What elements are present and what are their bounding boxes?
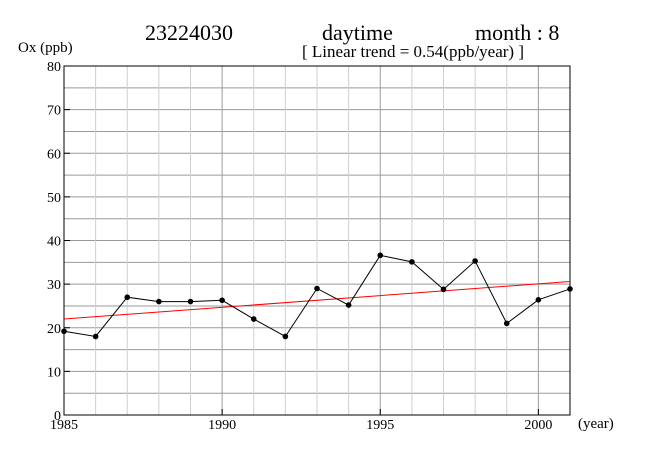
y-axis-ticks: 0 10 20 30 40 50 60 70 80 <box>47 60 70 424</box>
data-point <box>535 297 542 303</box>
data-point <box>250 316 257 322</box>
data-point <box>282 333 289 340</box>
y-tick-label: 50 <box>47 191 61 206</box>
month-label: month : 8 <box>475 20 560 45</box>
y-tick-label: 70 <box>47 104 61 119</box>
y-tick-label: 10 <box>47 365 61 380</box>
y-tick-label: 40 <box>47 235 61 250</box>
data-point <box>567 286 573 292</box>
period-label: daytime <box>322 20 393 45</box>
series-points <box>61 252 573 340</box>
data-point <box>409 259 415 265</box>
x-tick-label: 1990 <box>208 418 236 433</box>
data-point <box>503 320 510 327</box>
trend-line <box>63 281 571 320</box>
data-point <box>314 285 320 292</box>
chart-grid <box>64 66 570 415</box>
data-point <box>472 258 478 264</box>
data-point <box>92 333 99 340</box>
y-tick-label: 80 <box>47 60 61 75</box>
x-tick-label: 2000 <box>524 418 552 433</box>
x-tick-label: 1985 <box>50 418 78 433</box>
x-tick-label: 1995 <box>366 418 394 433</box>
data-point <box>187 298 194 305</box>
data-point <box>377 252 384 259</box>
data-point <box>156 298 162 305</box>
x-axis-label: (year) <box>578 416 614 432</box>
y-tick-label: 30 <box>47 278 61 293</box>
y-axis-label: Ox (ppb) <box>18 40 73 56</box>
x-axis-ticks: 1985 1990 1995 2000 <box>50 409 552 433</box>
data-point <box>440 286 447 293</box>
data-point <box>345 302 352 308</box>
y-tick-label: 0 <box>54 409 61 424</box>
y-tick-label: 20 <box>47 322 61 337</box>
trend-label: [ Linear trend = 0.54(ppb/year) ] <box>302 42 524 61</box>
station-id: 23224030 <box>145 20 233 45</box>
data-point <box>61 328 67 335</box>
data-point <box>124 294 131 301</box>
y-tick-label: 60 <box>47 147 61 162</box>
data-point <box>219 297 225 304</box>
